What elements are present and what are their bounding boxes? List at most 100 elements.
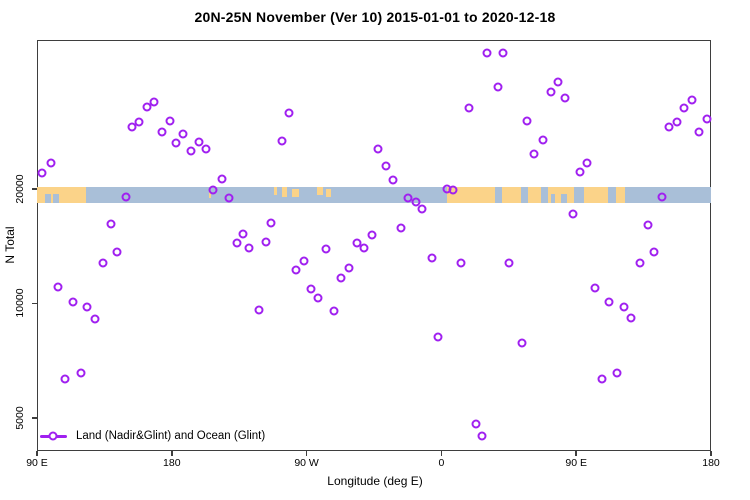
map-strip-land (616, 187, 626, 203)
data-point (612, 368, 622, 378)
legend-label: Land (Nadir&Glint) and Ocean (Glint) (76, 430, 266, 442)
x-tick-label: 90 W (294, 457, 319, 469)
data-point (313, 293, 323, 303)
data-point (208, 185, 218, 195)
data-point (238, 229, 248, 239)
data-point (411, 197, 421, 207)
data-point (464, 103, 474, 113)
data-point (604, 297, 614, 307)
x-tick-label: 180 (702, 457, 720, 469)
y-tick (32, 417, 37, 419)
data-point (106, 219, 116, 229)
data-point (37, 168, 47, 178)
map-strip-land (446, 187, 496, 203)
data-point (687, 95, 697, 105)
data-point (261, 237, 271, 247)
data-point (498, 48, 508, 58)
data-point (53, 282, 63, 292)
data-point (232, 238, 242, 248)
data-point (560, 93, 570, 103)
chart-title: 20N-25N November (Ver 10) 2015-01-01 to … (194, 9, 556, 25)
data-point (619, 302, 629, 312)
data-point (359, 243, 369, 253)
map-strip-land (209, 191, 212, 199)
x-tick (36, 451, 38, 456)
data-point (702, 114, 712, 124)
data-point (477, 431, 487, 441)
data-point (367, 230, 377, 240)
data-point (90, 314, 100, 324)
y-tick-label: 20000 (14, 174, 26, 204)
data-point (142, 102, 152, 112)
data-point (321, 244, 331, 254)
map-strip-ocean-notch (550, 194, 556, 203)
data-point (134, 117, 144, 127)
data-point (575, 167, 585, 177)
x-tick-label: 180 (163, 457, 181, 469)
x-tick-label: 90 E (26, 457, 48, 469)
data-point (456, 258, 466, 268)
legend-marker-icon (48, 431, 58, 441)
data-point (157, 127, 167, 137)
y-axis-title: N Total (3, 226, 17, 264)
x-tick (171, 451, 173, 456)
data-point (201, 144, 211, 154)
data-point (522, 116, 532, 126)
y-tick-label: 10000 (14, 288, 26, 318)
x-tick-label: 90 E (565, 457, 587, 469)
data-point (277, 136, 287, 146)
data-point (306, 284, 316, 294)
data-point (284, 108, 294, 118)
data-point (112, 247, 122, 257)
x-tick (440, 451, 443, 456)
map-strip-ocean-notch (45, 194, 52, 203)
data-point (672, 117, 682, 127)
y-tick (32, 188, 37, 190)
y-tick (32, 302, 37, 305)
data-point (694, 127, 704, 137)
data-point (568, 209, 578, 219)
data-point (635, 258, 645, 268)
data-point (649, 247, 659, 257)
x-axis-title: Longitude (deg E) (327, 474, 423, 488)
data-point (517, 338, 527, 348)
map-strip-ocean-notch (52, 194, 59, 203)
data-point (98, 258, 108, 268)
data-point (329, 306, 339, 316)
data-point (626, 313, 636, 323)
data-point (217, 174, 227, 184)
data-point (121, 192, 131, 202)
data-point (482, 48, 492, 58)
map-strip-land (326, 189, 332, 198)
map-strip-land (528, 187, 541, 203)
x-tick-label: 0 (438, 457, 445, 469)
data-point (127, 122, 137, 132)
map-strip-land (291, 188, 300, 198)
x-tick (710, 451, 712, 456)
data-point (171, 138, 181, 148)
data-point (194, 137, 204, 147)
data-point (403, 193, 413, 203)
data-point (76, 368, 86, 378)
map-strip-land (273, 187, 278, 195)
data-point (493, 82, 503, 92)
data-point (165, 116, 175, 126)
data-point (254, 305, 264, 315)
y-tick-label: 5000 (14, 406, 26, 430)
map-strip-ocean (37, 187, 711, 203)
data-point (582, 158, 592, 168)
data-point (388, 175, 398, 185)
map-strip-land (583, 187, 608, 203)
data-point (529, 149, 539, 159)
data-point (186, 146, 196, 156)
data-point (597, 374, 607, 384)
data-point (553, 77, 563, 87)
data-point (60, 374, 70, 384)
data-point (664, 122, 674, 132)
data-point (299, 256, 309, 266)
data-point (149, 97, 159, 107)
data-point (433, 332, 443, 342)
data-point (657, 192, 667, 202)
